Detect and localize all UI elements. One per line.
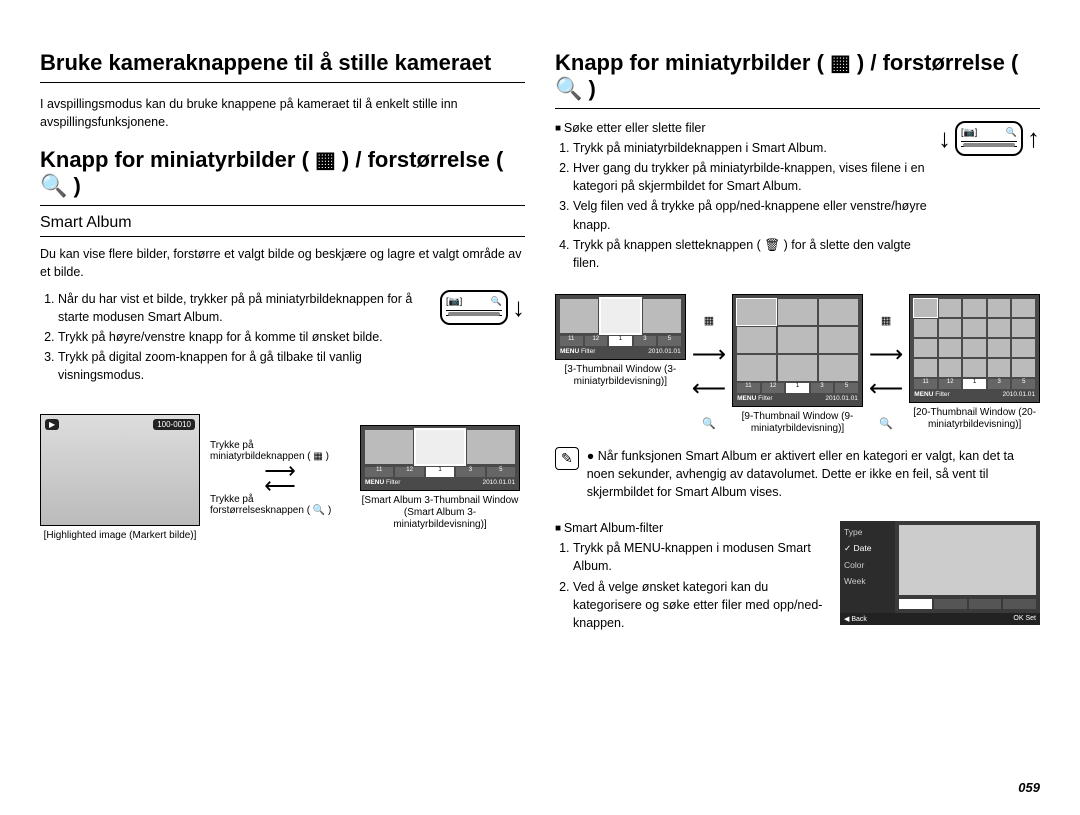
caption-smart-album-3: [Smart Album 3-Thumbnail Window (Smart A… <box>360 495 520 531</box>
button-illustration-group-right: ↓ [📷]🔍 ↑ <box>938 121 1040 156</box>
right-heading-1: Knapp for miniatyrbilder ( ▦ ) / forstør… <box>555 50 1040 109</box>
smart-album-3-block: 11 12 1 3 5 MENU Filter2010.01.01 [Smart… <box>360 425 520 531</box>
arrow-labels: Trykke på miniatyrbildeknappen ( ▦ ) ⟶ ⟵… <box>210 440 350 516</box>
zoom-icon: 🔍 <box>702 417 716 430</box>
preview-photo <box>899 525 1036 595</box>
zoom-button-illustration: [📷]🔍 <box>955 121 1023 156</box>
thumb-selected <box>416 430 464 464</box>
highlighted-image-screen: ▶ 100-0010 <box>40 414 200 526</box>
view-20-screen: 1112135 MENU Filter2010.01.01 <box>909 294 1040 403</box>
file-number-badge: 100-0010 <box>153 419 195 430</box>
right-step2-2: Ved å velge ønsket kategori kan du kateg… <box>573 578 828 632</box>
left-steps-list: Når du har vist et bilde, trykker på på … <box>40 290 430 387</box>
right-step1-2: Hver gang du trykker på miniatyrbilde-kn… <box>573 159 928 195</box>
bullet-filter: Smart Album-filter <box>555 521 828 535</box>
right-steps-1: Trykk på miniatyrbildeknappen i Smart Al… <box>555 139 928 272</box>
arrow-left-icon: ⟵ <box>264 479 296 492</box>
arrow-right-icon: ⟶ <box>869 349 903 361</box>
arrow-left-icon: ⟵ <box>869 383 903 395</box>
note-box: ✎ ● Når funksjonen Smart Album er aktive… <box>555 447 1040 509</box>
right-column: Knapp for miniatyrbilder ( ▦ ) / forstør… <box>555 50 1040 780</box>
arrow-right-icon: ⟶ <box>692 349 726 361</box>
left-intro: I avspillingsmodus kan du bruke knappene… <box>40 95 525 131</box>
thumbnail-views-row: 1112135 MENU Filter2010.01.01 [3-Thumbna… <box>555 294 1040 435</box>
left-heading-1: Bruke kameraknappene til å stille kamera… <box>40 50 525 83</box>
arrows-3-9: ▦ ⟶ ⟵ 🔍 <box>692 294 726 430</box>
film-strip: 11 12 1 3 5 <box>365 467 515 477</box>
page-number: 059 <box>40 780 1040 795</box>
down-arrow-icon: ↓ <box>512 297 525 318</box>
left-heading-2: Knapp for miniatyrbilder ( ▦ ) / forstør… <box>40 147 525 206</box>
caption-3: [3-Thumbnail Window (3-miniatyrbildevisn… <box>555 364 686 388</box>
caption-9: [9-Thumbnail Window (9-miniatyrbildevisn… <box>732 411 863 435</box>
filter-menu-list: Type Date Color Week <box>840 521 895 613</box>
overlay-bar: ▶ 100-0010 <box>45 419 195 430</box>
right-step2-1: Trykk på MENU-knappen i modusen Smart Al… <box>573 539 828 575</box>
right-step1-4: Trykk på knappen sletteknappen ( 🗑 ) for… <box>573 236 928 272</box>
filter-menu-screen: Type Date Color Week ◀ Back OK Set <box>840 521 1040 625</box>
search-delete-row: Søke etter eller slette filer Trykk på m… <box>555 121 1040 282</box>
menu-item-date: Date <box>844 543 891 554</box>
bullet-search-delete: Søke etter eller slette filer <box>555 121 928 135</box>
view-9-screen: 1112135 MENU Filter2010.01.01 <box>732 294 863 407</box>
thumb-small <box>365 430 413 464</box>
left-step-3: Trykk på digital zoom-knappen for å gå t… <box>58 348 430 384</box>
arrows-9-20: ▦ ⟶ ⟵ 🔍 <box>869 294 903 430</box>
steps-with-button-illust: Når du har vist et bilde, trykker på på … <box>40 290 525 397</box>
filter-menu-footer: ◀ Back OK Set <box>840 613 1040 625</box>
photo-placeholder <box>41 415 199 525</box>
menu-item-color: Color <box>844 560 891 570</box>
highlighted-image-block: ▶ 100-0010 [Highlighted image (Markert b… <box>40 414 200 542</box>
view-20-block: 1112135 MENU Filter2010.01.01 [20-Thumbn… <box>909 294 1040 431</box>
smart-album-illustration-row: ▶ 100-0010 [Highlighted image (Markert b… <box>40 414 525 542</box>
smart-album-heading: Smart Album <box>40 214 525 237</box>
right-step1-1: Trykk på miniatyrbildeknappen i Smart Al… <box>573 139 928 157</box>
down-arrow-icon: ↓ <box>938 128 951 149</box>
menu-item-type: Type <box>844 527 891 537</box>
view-9-block: 1112135 MENU Filter2010.01.01 [9-Thumbna… <box>732 294 863 435</box>
smart-album-filter-row: Smart Album-filter Trykk på MENU-knappen… <box>555 521 1040 642</box>
zoom-button-illustration: [📷]🔍 <box>440 290 508 325</box>
thumb-icon: ▦ <box>704 314 714 327</box>
thumb-small <box>467 430 515 464</box>
page-columns: Bruke kameraknappene til å stille kamera… <box>40 50 1040 780</box>
smart-album-3-screen: 11 12 1 3 5 MENU Filter2010.01.01 <box>360 425 520 491</box>
arrow-label-zoom: Trykke på forstørrelsesknappen ( 🔍 ) <box>210 494 350 516</box>
button-illustration-group: [📷]🔍 ↓ <box>440 290 525 325</box>
left-column: Bruke kameraknappene til å stille kamera… <box>40 50 525 780</box>
right-steps-2: Trykk på MENU-knappen i modusen Smart Al… <box>555 539 828 632</box>
play-icon: ▶ <box>45 419 59 430</box>
left-step-1: Når du har vist et bilde, trykker på på … <box>58 290 430 326</box>
arrow-left-icon: ⟵ <box>692 383 726 395</box>
menu-item-week: Week <box>844 576 891 586</box>
caption-highlighted: [Highlighted image (Markert bilde)] <box>40 530 200 542</box>
caption-20: [20-Thumbnail Window (20-miniatyrbildevi… <box>909 407 1040 431</box>
note-icon: ✎ <box>555 447 579 470</box>
smart-album-desc: Du kan vise flere bilder, forstørre et v… <box>40 245 525 281</box>
filter-menu-preview <box>895 521 1040 613</box>
view-3-block: 1112135 MENU Filter2010.01.01 [3-Thumbna… <box>555 294 686 388</box>
zoom-icon: 🔍 <box>879 417 893 430</box>
note-text: ● Når funksjonen Smart Album er aktivert… <box>587 447 1040 501</box>
thumb-icon: ▦ <box>881 314 891 327</box>
right-step1-3: Velg filen ved å trykke på opp/ned-knapp… <box>573 197 928 233</box>
view-3-screen: 1112135 MENU Filter2010.01.01 <box>555 294 686 360</box>
up-arrow-icon: ↑ <box>1027 128 1040 149</box>
left-step-2: Trykk på høyre/venstre knapp for å komme… <box>58 328 430 346</box>
